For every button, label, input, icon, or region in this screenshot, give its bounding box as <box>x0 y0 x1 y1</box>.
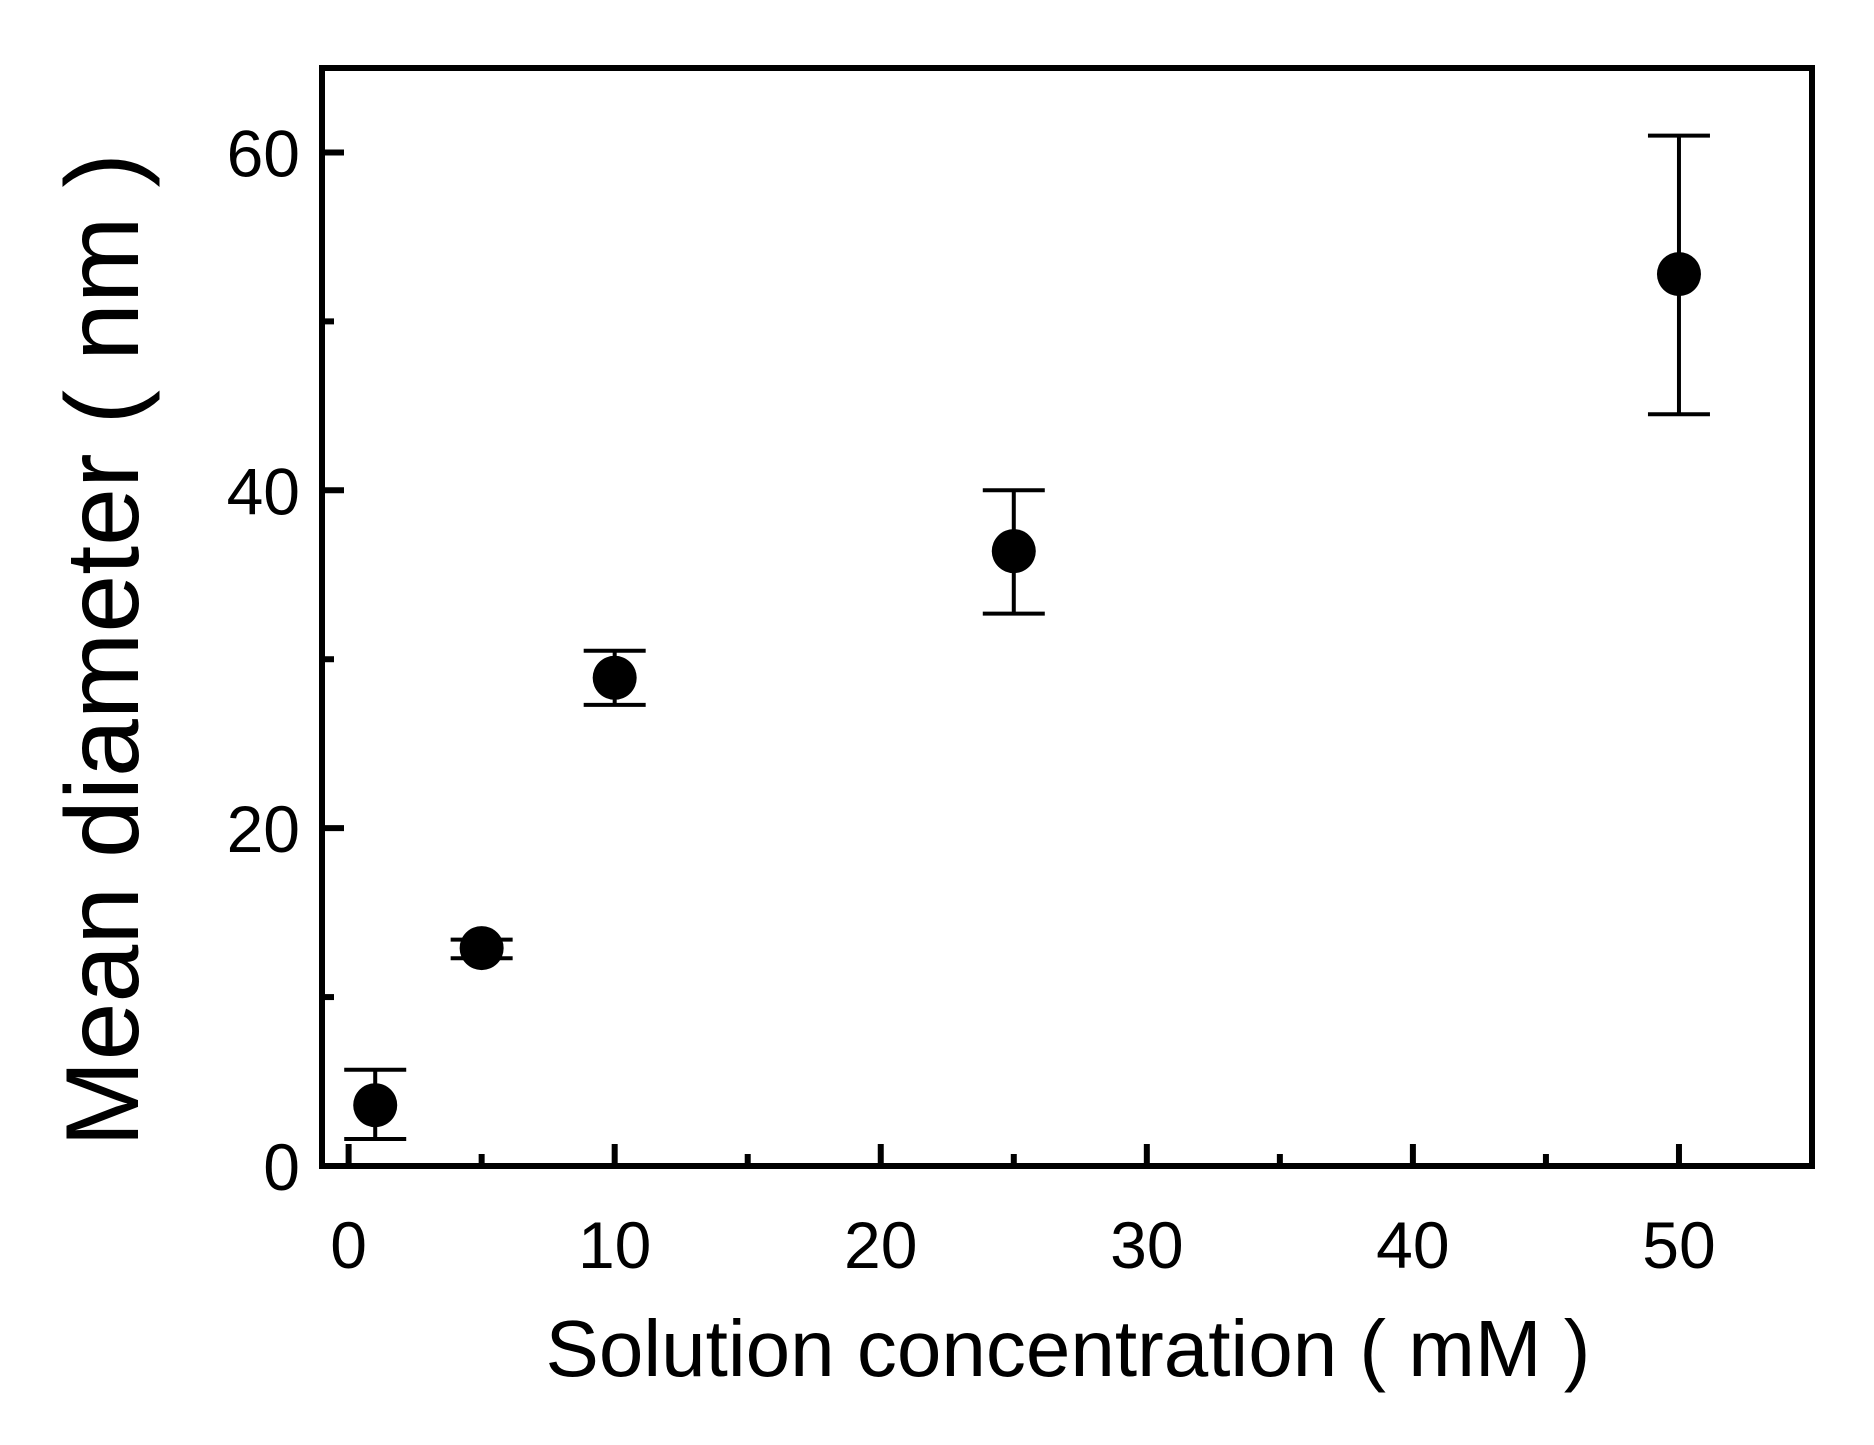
data-point <box>459 926 504 971</box>
points-layer <box>344 133 1710 1141</box>
x-tick-label: 40 <box>1376 1208 1449 1282</box>
data-point-group <box>344 1067 407 1141</box>
x-tick-label: 30 <box>1110 1208 1183 1282</box>
y-tick-label: 20 <box>227 792 300 866</box>
y-tick-label: 40 <box>227 454 300 528</box>
x-tick-label: 50 <box>1642 1208 1715 1282</box>
data-point-group <box>450 926 513 971</box>
data-point <box>353 1083 398 1128</box>
y-axis-title: Mean diameter ( nm ) <box>45 153 161 1147</box>
data-point <box>592 655 637 700</box>
data-point <box>1656 252 1701 297</box>
data-point <box>991 529 1036 574</box>
x-tick-label: 0 <box>330 1208 367 1282</box>
data-point-group <box>982 488 1045 616</box>
x-tick-label: 10 <box>578 1208 651 1282</box>
plot-frame <box>319 65 1815 1169</box>
x-tick-label: 20 <box>844 1208 917 1282</box>
x-axis-title: Solution concentration ( mM ) <box>546 1304 1591 1393</box>
data-point-group <box>583 648 646 707</box>
ticks-layer: 0 10 20 30 40 50 0 20 40 60 <box>227 116 1716 1282</box>
y-tick-label: 0 <box>263 1130 300 1204</box>
y-tick-label: 60 <box>227 116 300 190</box>
data-point-group <box>1647 133 1710 417</box>
